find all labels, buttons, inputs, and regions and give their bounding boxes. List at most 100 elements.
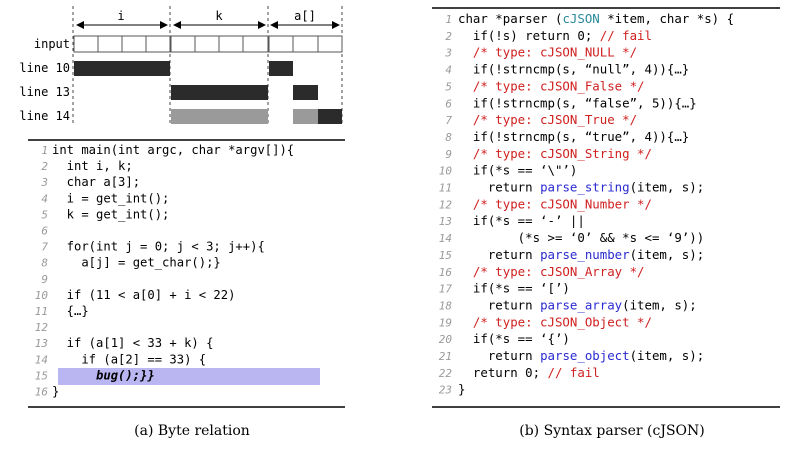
code-line: int i, k; xyxy=(52,159,133,173)
var-label-a: a[] xyxy=(294,9,316,23)
code-token: return xyxy=(458,180,540,195)
code-token: *item, xyxy=(600,11,660,26)
code-token: } xyxy=(458,382,465,397)
function-name: parse_string xyxy=(540,180,630,195)
code-line: if(!s) return 0; // fail xyxy=(458,28,652,43)
code-token: return xyxy=(458,297,540,312)
line14-bar-k xyxy=(171,109,268,124)
code-line: if(!strncmp(s, “false”, 5)){…} xyxy=(458,95,697,110)
code-token: (item, s); xyxy=(622,297,697,312)
code-token: char xyxy=(659,11,689,26)
line-number: 2 xyxy=(445,30,452,43)
code-token: char *parser ( xyxy=(458,11,562,26)
row-label-line13: line 13 xyxy=(19,85,70,99)
row-label-input: input xyxy=(34,37,70,51)
code-line: return parse_string(item, s); xyxy=(458,180,704,195)
line-number: 17 xyxy=(439,283,453,296)
code-comment: /* type: cJSON_Array */ xyxy=(458,264,645,279)
line-number: 15 xyxy=(35,369,48,382)
line-number: 10 xyxy=(35,289,49,302)
code-token: (item, s); xyxy=(630,247,705,262)
caption-byte-relation: (a) Byte relation xyxy=(134,423,250,439)
line-number: 10 xyxy=(439,165,453,178)
line13-bar-a1 xyxy=(293,85,318,100)
line-number: 3 xyxy=(40,176,48,189)
code-line: int main(int argc, char *argv[]){ xyxy=(52,143,294,157)
var-label-i: i xyxy=(117,9,124,23)
code-token: if(!strncmp(s, “true”, 4)){…} xyxy=(458,129,689,144)
line-number: 22 xyxy=(439,367,453,380)
code-token: if(!strncmp(s, “false”, 5)){…} xyxy=(458,95,697,110)
line10-bar-i xyxy=(74,61,170,76)
code-line: /* type: cJSON_False */ xyxy=(458,78,645,93)
code-line: if(*s == ‘-’ || xyxy=(458,213,585,228)
code-line: /* type: cJSON_Object */ xyxy=(458,314,652,329)
code-line: if(!strncmp(s, “true”, 4)){…} xyxy=(458,129,689,144)
code-line: k = get_int(); xyxy=(52,207,169,221)
line-number: 19 xyxy=(439,316,452,329)
code-comment: // fail xyxy=(548,365,600,380)
line-number: 15 xyxy=(439,249,452,262)
byte-relation-diagram: i k a[] input line 10 line 13 line 14 xyxy=(19,6,343,124)
line13-bar-k xyxy=(171,85,268,100)
line10-bar-a0 xyxy=(269,61,293,76)
var-label-k: k xyxy=(215,9,223,23)
var-k-span: k xyxy=(173,9,266,29)
function-name: parse_number xyxy=(540,247,630,262)
line-number: 1 xyxy=(41,144,48,157)
code-token: (item, s); xyxy=(630,180,705,195)
line-number: 3 xyxy=(444,47,452,60)
line-number: 14 xyxy=(439,232,452,245)
code-token: (*s >= ‘0’ && *s <= ‘9’)) xyxy=(458,230,704,245)
line-number: 20 xyxy=(439,333,453,346)
code-line: } xyxy=(458,382,465,397)
code-comment: /* type: cJSON_True */ xyxy=(458,112,637,127)
code-line: {…} xyxy=(52,304,89,318)
line-number: 14 xyxy=(35,353,48,366)
code-line: if (a[1] < 33 + k) { xyxy=(52,336,213,350)
line-number: 11 xyxy=(439,182,452,195)
code-comment: // fail xyxy=(600,28,652,43)
code-token: if(!strncmp(s, “null”, 4)){…} xyxy=(458,62,689,77)
right-code-listing: 1 char *parser (cJSON *item, char *s) {2 … xyxy=(439,11,734,397)
code-comment: /* type: cJSON_Object */ xyxy=(458,314,652,329)
line-number: 5 xyxy=(41,208,48,221)
line-number: 16 xyxy=(439,266,453,279)
code-line: if(!strncmp(s, “null”, 4)){…} xyxy=(458,62,689,77)
function-name: parse_object xyxy=(540,348,630,363)
code-line: return parse_array(item, s); xyxy=(458,297,697,312)
line-number: 8 xyxy=(445,131,452,144)
line-number: 5 xyxy=(445,80,452,93)
code-line: if(*s == ‘[’) xyxy=(458,281,570,296)
code-line: bug();}} xyxy=(52,368,155,382)
line-number: 4 xyxy=(41,192,48,205)
line-number: 8 xyxy=(41,257,48,270)
code-line: char *parser (cJSON *item, char *s) { xyxy=(458,11,734,26)
line-number: 13 xyxy=(439,215,452,228)
line-number: 1 xyxy=(445,13,452,26)
code-comment: /* type: cJSON_False */ xyxy=(458,78,645,93)
input-byte-cells xyxy=(73,35,343,53)
line-number: 16 xyxy=(35,386,49,399)
line-number: 2 xyxy=(41,160,48,173)
line-number: 7 xyxy=(445,114,452,127)
code-line: i = get_int(); xyxy=(52,191,169,205)
line14-bar-a1 xyxy=(293,109,318,124)
line-number: 6 xyxy=(41,225,48,238)
type-name: cJSON xyxy=(562,11,599,26)
line-number: 13 xyxy=(35,337,48,350)
line-number: 18 xyxy=(439,299,453,312)
code-line: char a[3]; xyxy=(52,175,140,189)
left-code-listing: 1 int main(int argc, char *argv[]){ 2 int … xyxy=(35,143,294,399)
code-line: /* type: cJSON_NULL */ xyxy=(458,45,637,60)
code-line: /* type: cJSON_Number */ xyxy=(458,196,652,211)
code-token: if(*s == ‘{’) xyxy=(458,331,570,346)
line-number: 12 xyxy=(439,198,453,211)
line-number: 23 xyxy=(439,384,452,397)
code-line: /* type: cJSON_True */ xyxy=(458,112,637,127)
code-line: if (a[2] == 33) { xyxy=(52,352,206,366)
code-token: if(!s) return 0; xyxy=(458,28,600,43)
line-number: 9 xyxy=(41,273,48,286)
var-i-span: i xyxy=(76,9,168,29)
code-token: return xyxy=(458,247,540,262)
